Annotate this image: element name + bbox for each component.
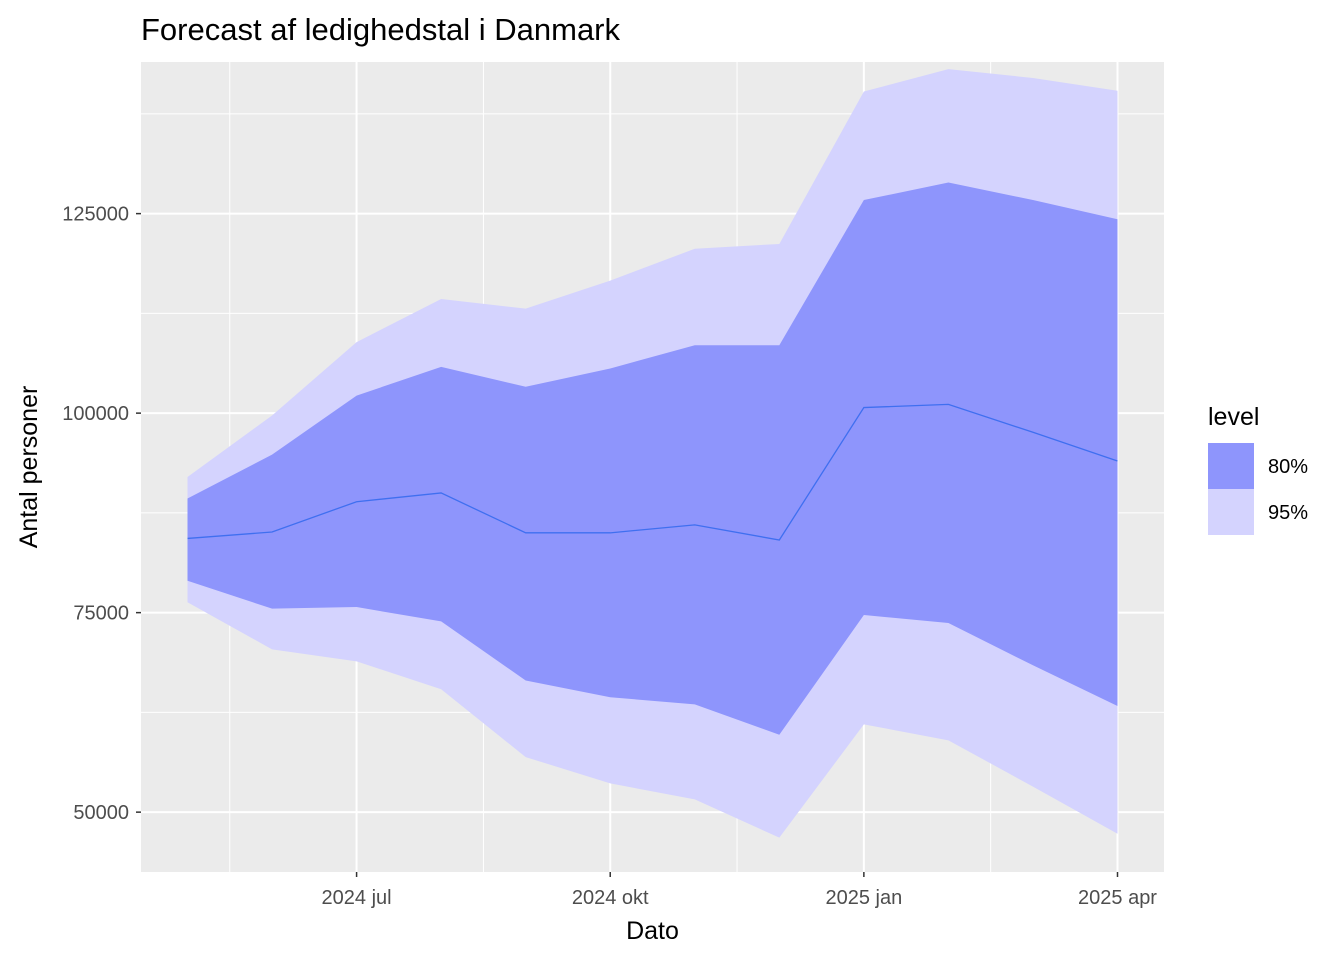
chart-title: Forecast af ledighedstal i Danmark bbox=[141, 12, 621, 47]
x-axis: 2024 jul 2024 okt 2025 jan 2025 apr bbox=[322, 872, 1157, 909]
forecast-lines bbox=[187, 403, 1118, 541]
y-tick-label: 75000 bbox=[73, 603, 129, 625]
y-tick-label: 125000 bbox=[62, 204, 129, 226]
y-axis: 50000 75000 100000 125000 bbox=[62, 204, 141, 824]
y-tick-label: 50000 bbox=[73, 802, 129, 824]
legend-label: 80% bbox=[1268, 456, 1308, 478]
forecast-mean-line bbox=[187, 403, 1118, 541]
x-tick-label: 2024 okt bbox=[572, 887, 649, 909]
legend: level 80% 95% bbox=[1208, 403, 1308, 535]
x-axis-title: Dato bbox=[626, 917, 679, 945]
legend-title: level bbox=[1208, 403, 1259, 431]
legend-label: 95% bbox=[1268, 502, 1308, 524]
legend-key-80 bbox=[1208, 443, 1254, 489]
x-tick-label: 2025 apr bbox=[1078, 887, 1157, 909]
y-tick-label: 100000 bbox=[62, 403, 129, 425]
y-axis-title: Antal personer bbox=[15, 386, 43, 549]
interval-band-80 bbox=[187, 182, 1118, 735]
interval-bands bbox=[187, 69, 1118, 838]
legend-key-95 bbox=[1208, 489, 1254, 535]
x-tick-label: 2025 jan bbox=[825, 887, 902, 909]
x-tick-label: 2024 jul bbox=[322, 887, 392, 909]
